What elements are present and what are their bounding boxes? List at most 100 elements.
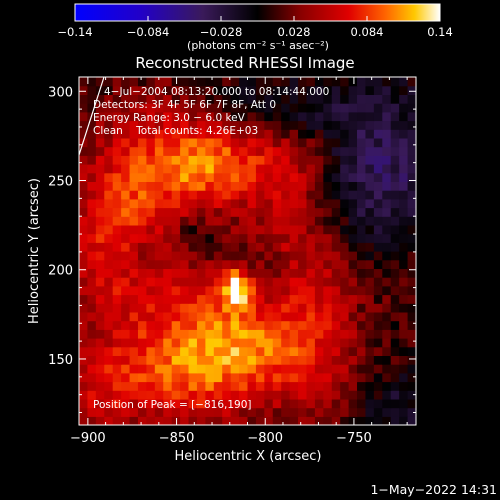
heatmap-cell [213, 338, 223, 348]
heatmap-cell [399, 207, 409, 217]
heatmap-cell [289, 120, 299, 130]
heatmap-cell [112, 137, 122, 148]
heatmap-cell [314, 259, 324, 269]
heatmap-cell [365, 190, 375, 200]
heatmap-cell [87, 398, 97, 409]
heatmap-cell [264, 77, 274, 87]
heatmap-cell [264, 285, 274, 296]
heatmap-cell [373, 381, 383, 391]
heatmap-cell [239, 285, 249, 296]
heatmap-cell [230, 303, 240, 313]
heatmap-cell [196, 155, 206, 165]
chart-title: Reconstructed RHESSI Image [135, 54, 354, 72]
heatmap-cell [180, 190, 190, 200]
colorbar-ticks: −0.14 −0.084 −0.028 0.028 0.084 0.14 [57, 16, 453, 39]
heatmap-cell [112, 207, 122, 217]
heatmap-cell [104, 294, 114, 304]
heatmap-cell [137, 207, 147, 217]
heatmap-cell [104, 120, 114, 130]
heatmap-cell [137, 198, 147, 209]
heatmap-cell [213, 268, 223, 278]
heatmap-cell [331, 285, 341, 296]
heatmap-cell [298, 103, 308, 113]
heatmap-cell [399, 355, 409, 365]
heatmap-cell [163, 294, 173, 304]
heatmap-cell [399, 277, 409, 287]
heatmap-cell [239, 398, 249, 409]
heatmap-cell [298, 320, 308, 330]
heatmap-cell [104, 329, 114, 339]
heatmap-cell [230, 329, 240, 339]
heatmap-cell [205, 381, 215, 391]
heatmap-cell [382, 355, 392, 365]
heatmap-cell [272, 268, 282, 278]
heatmap-cell [121, 216, 131, 226]
heatmap-cell [281, 329, 291, 339]
heatmap-cell [87, 190, 97, 200]
heatmap-cell [247, 198, 257, 209]
heatmap-cell [95, 198, 105, 209]
heatmap-cell [196, 294, 206, 304]
heatmap-cell [314, 364, 324, 374]
heatmap-cell [272, 85, 282, 95]
heatmap-cell [272, 103, 282, 113]
heatmap-cell [289, 146, 299, 156]
heatmap-cell [264, 398, 274, 409]
heatmap-cell [222, 190, 232, 200]
heatmap-cell [121, 137, 131, 148]
heatmap-cell [281, 233, 291, 243]
heatmap-cell [163, 111, 173, 122]
heatmap-cell [365, 129, 375, 139]
heatmap-cell [407, 207, 416, 217]
heatmap-cell [272, 294, 282, 304]
heatmap-cell [205, 111, 215, 122]
heatmap-cell [104, 416, 114, 425]
heatmap-cell [163, 416, 173, 425]
heatmap-cell [340, 146, 350, 156]
heatmap-cell [373, 320, 383, 330]
heatmap-cell [407, 259, 416, 269]
heatmap-cell [340, 390, 350, 400]
heatmap-cell [314, 129, 324, 139]
heatmap-cell [146, 233, 156, 243]
heatmap-cell [213, 329, 223, 339]
heatmap-cell [373, 364, 383, 374]
heatmap-cell [373, 338, 383, 348]
heatmap-cell [79, 242, 89, 252]
heatmap-cell [281, 346, 291, 356]
heatmap-cell [171, 355, 181, 365]
heatmap-cell [281, 103, 291, 113]
heatmap-cell [146, 259, 156, 269]
heatmap-cell [247, 129, 257, 139]
heatmap-cell [154, 137, 164, 148]
heatmap-cell [171, 94, 181, 104]
heatmap-cell [154, 294, 164, 304]
heatmap-cell [171, 311, 181, 322]
heatmap-cell [213, 224, 223, 235]
heatmap-cell [230, 364, 240, 374]
heatmap-cell [272, 381, 282, 391]
heatmap-cell [188, 190, 198, 200]
heatmap-cell [79, 190, 89, 200]
heatmap-cell [255, 381, 265, 391]
heatmap-cell [213, 111, 223, 122]
heatmap-cell [104, 277, 114, 287]
heatmap-cell [340, 364, 350, 374]
heatmap-cell [196, 268, 206, 278]
heatmap-cell [87, 277, 97, 287]
heatmap-cell [137, 137, 147, 148]
heatmap-cell [129, 137, 139, 148]
heatmap-cell [399, 155, 409, 165]
heatmap-cell [146, 251, 156, 261]
heatmap-cell [87, 77, 97, 87]
heatmap-cell [95, 146, 105, 156]
heatmap-cell [390, 407, 400, 417]
heatmap-cell [196, 207, 206, 217]
heatmap-cell [205, 77, 215, 87]
heatmap-cell [188, 407, 198, 417]
heatmap-cell [137, 251, 147, 261]
heatmap-cell [348, 277, 358, 287]
heatmap-cell [382, 338, 392, 348]
heatmap-cell [188, 233, 198, 243]
heatmap-cell [154, 416, 164, 425]
